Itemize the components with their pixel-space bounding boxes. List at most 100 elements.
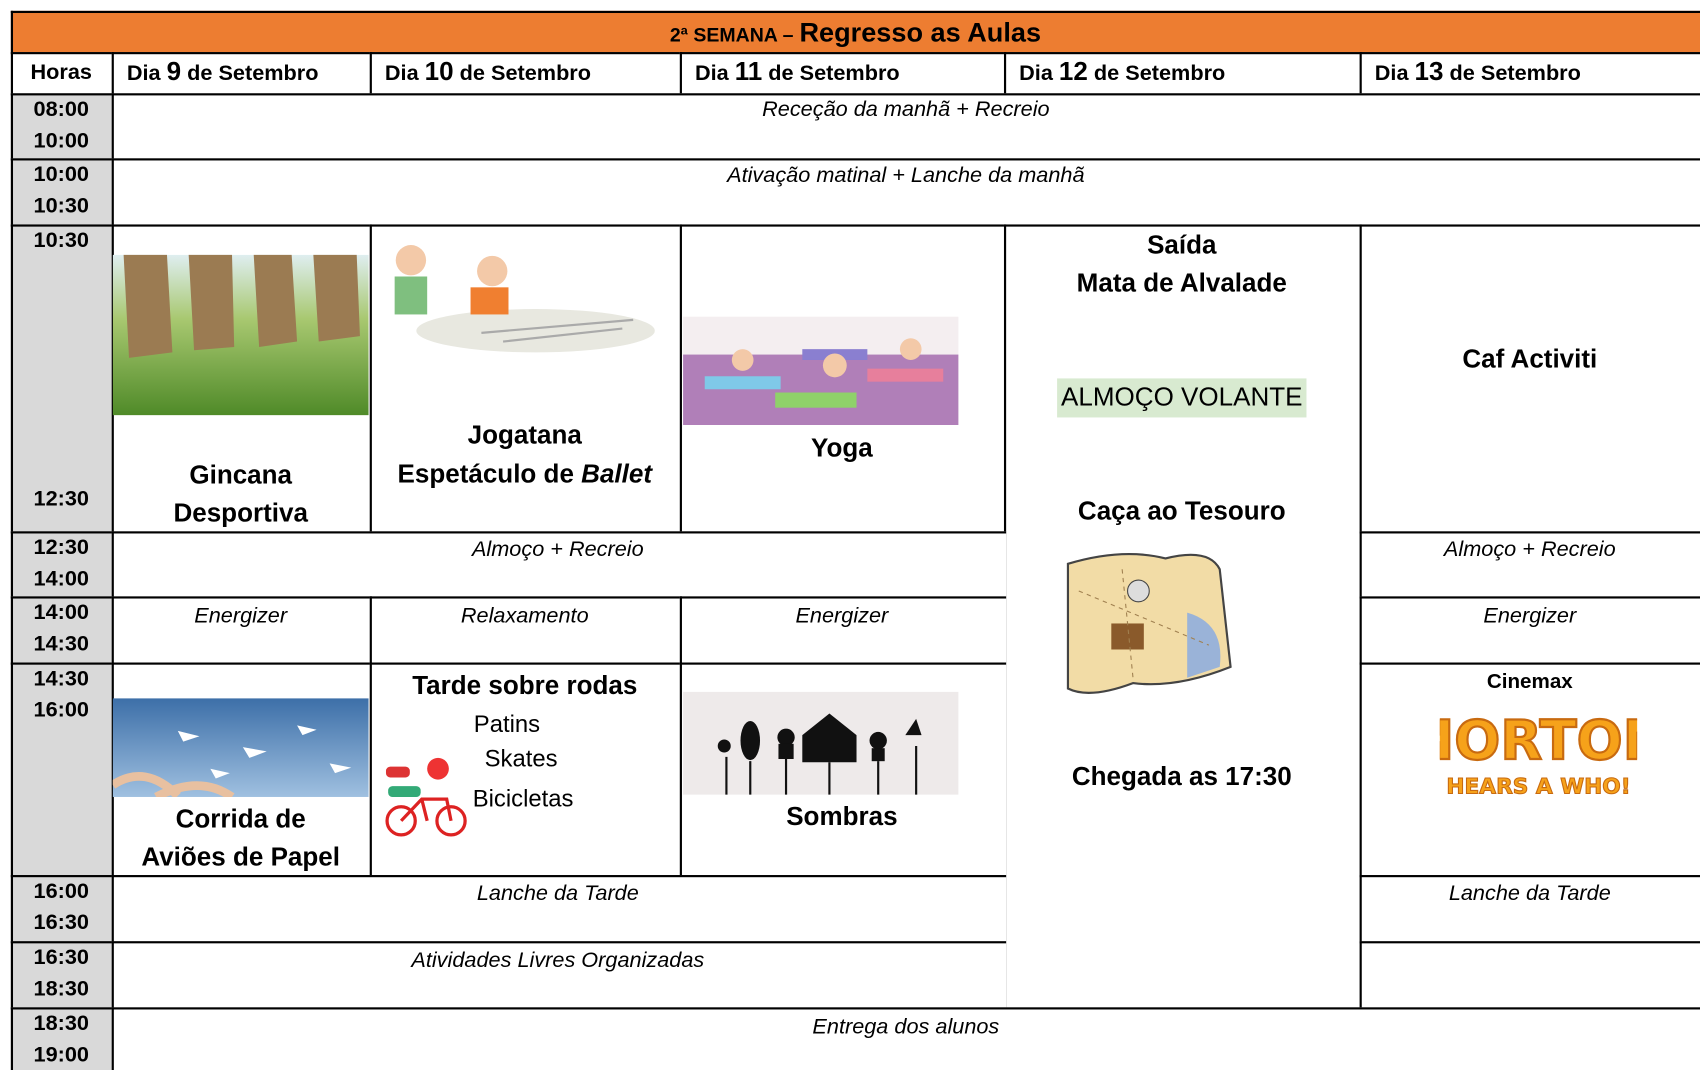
time-start: 10:30 bbox=[33, 228, 89, 253]
time-end: 14:00 bbox=[33, 567, 89, 591]
slot-text: Lanche da Tarde bbox=[476, 881, 639, 906]
time-end: 16:30 bbox=[33, 910, 89, 935]
time-start: 14:30 bbox=[33, 666, 89, 691]
slot-text: Ativação matinal + Lanche da manhã bbox=[727, 163, 1085, 188]
time-end: 18:30 bbox=[33, 976, 89, 1001]
day-prefix: Dia bbox=[694, 61, 729, 86]
day-header: Dia 10 de Setembro bbox=[385, 57, 591, 87]
movie-subtitle: HEARS A WHO! bbox=[1446, 775, 1630, 800]
time-start: 12:30 bbox=[33, 535, 89, 560]
activity-title: Gincana bbox=[189, 460, 293, 491]
activity-title: Jogatana bbox=[467, 420, 582, 450]
time-cell bbox=[10, 596, 114, 665]
day-suffix: de Setembro bbox=[187, 61, 319, 86]
day-suffix: de Setembro bbox=[459, 61, 592, 86]
slot-cell bbox=[111, 941, 1007, 1010]
slot-cell bbox=[111, 531, 1007, 599]
header-cell bbox=[1359, 52, 1700, 96]
title-main: Regresso as Aulas bbox=[799, 17, 1042, 49]
activity-item: Patins bbox=[473, 710, 541, 738]
slot-cell bbox=[1359, 941, 1700, 1010]
time-cell bbox=[10, 1007, 114, 1070]
paper-planes-image bbox=[112, 698, 369, 797]
slot-cell bbox=[369, 662, 682, 878]
time-start: 16:00 bbox=[33, 879, 89, 904]
activity-title: Sombras bbox=[786, 802, 898, 832]
day-header: Dia 13 de Setembro bbox=[1375, 57, 1581, 87]
activity-title: Corrida de bbox=[175, 804, 306, 834]
day-prefix: Dia bbox=[384, 61, 419, 86]
time-start: 18:30 bbox=[33, 1011, 89, 1036]
time-cell bbox=[10, 531, 114, 599]
slot-text: Almoço + Recreio bbox=[1443, 537, 1616, 562]
treasure-map-image bbox=[1066, 553, 1232, 694]
activity-title: Yoga bbox=[811, 433, 873, 463]
time-start: 08:00 bbox=[33, 97, 89, 122]
header-cell bbox=[111, 52, 372, 96]
slot-text: Entrega dos alunos bbox=[812, 1014, 1000, 1039]
time-start: 16:30 bbox=[33, 945, 89, 970]
slot-text: Relaxamento bbox=[460, 603, 589, 628]
lunch-note: ALMOÇO VOLANTE bbox=[1057, 378, 1307, 418]
time-cell bbox=[10, 941, 114, 1010]
activity-item: Skates bbox=[484, 744, 558, 773]
time-start: 14:00 bbox=[33, 600, 89, 625]
slot-text: Energizer bbox=[194, 603, 288, 628]
yoga-image bbox=[683, 316, 959, 426]
header-cell bbox=[369, 52, 682, 96]
outing-return: Chegada as 17:30 bbox=[1071, 762, 1292, 792]
hours-label: Horas bbox=[30, 60, 92, 85]
day-number: 9 bbox=[166, 57, 182, 87]
time-end: 16:00 bbox=[33, 698, 89, 723]
time-end: 10:30 bbox=[33, 194, 89, 218]
day-number: 12 bbox=[1058, 57, 1088, 87]
activity-title: Espetáculo de Ballet bbox=[370, 459, 680, 490]
slot-cell bbox=[111, 93, 1700, 161]
day-header: Dia 12 de Setembro bbox=[1019, 57, 1225, 87]
slot-cell bbox=[111, 158, 1700, 227]
time-cell bbox=[10, 93, 114, 161]
slot-cell bbox=[1359, 224, 1700, 534]
activity-title-italic: Ballet bbox=[581, 459, 653, 490]
title: 2ª SEMANA – Regresso as Aulas bbox=[11, 20, 1700, 47]
slot-cell bbox=[679, 596, 1007, 665]
activity-item: Bicicletas bbox=[472, 785, 574, 813]
day-suffix: de Setembro bbox=[768, 61, 900, 86]
day-suffix: de Setembro bbox=[1093, 61, 1226, 86]
outing-activity: Caça ao Tesouro bbox=[1077, 496, 1286, 526]
hopscotch-image bbox=[394, 245, 655, 353]
header-cell bbox=[679, 52, 1007, 96]
time-cell bbox=[10, 875, 114, 944]
bike-image bbox=[385, 757, 467, 837]
movie-title: HORTON bbox=[1440, 709, 1637, 772]
time-end: 14:30 bbox=[33, 632, 89, 657]
day-prefix: Dia bbox=[1019, 61, 1053, 86]
slot-cell bbox=[1359, 875, 1700, 944]
header-cell bbox=[1003, 52, 1362, 96]
slot-cell bbox=[111, 1007, 1700, 1070]
title-prefix: 2ª SEMANA – bbox=[669, 24, 794, 47]
day-prefix: Dia bbox=[1374, 61, 1409, 86]
activity-title: Caf Activiti bbox=[1462, 344, 1598, 375]
slot-text: Atividades Livres Organizadas bbox=[411, 948, 705, 973]
day-header: Dia 11 de Setembro bbox=[695, 57, 900, 87]
slot-cell bbox=[111, 596, 372, 665]
slot-text: Almoço + Recreio bbox=[471, 537, 644, 562]
time-end: 19:00 bbox=[33, 1043, 89, 1067]
time-cell bbox=[10, 158, 114, 227]
slot-cell bbox=[111, 875, 1007, 944]
slot-cell bbox=[369, 224, 682, 534]
slot-cell bbox=[369, 596, 682, 665]
shadows-image bbox=[683, 691, 959, 795]
activity-title: Aviões de Papel bbox=[141, 842, 340, 872]
time-cell bbox=[10, 662, 114, 878]
time-end: 10:00 bbox=[33, 129, 89, 153]
slot-cell bbox=[1359, 662, 1700, 878]
activity-title: Tarde sobre rodas bbox=[412, 671, 638, 701]
activity-title-part: Espetáculo de bbox=[397, 459, 574, 490]
slot-text: Receção da manhã + Recreio bbox=[762, 97, 1050, 122]
slot-text: Energizer bbox=[1483, 603, 1577, 628]
title-bar bbox=[10, 10, 1700, 55]
